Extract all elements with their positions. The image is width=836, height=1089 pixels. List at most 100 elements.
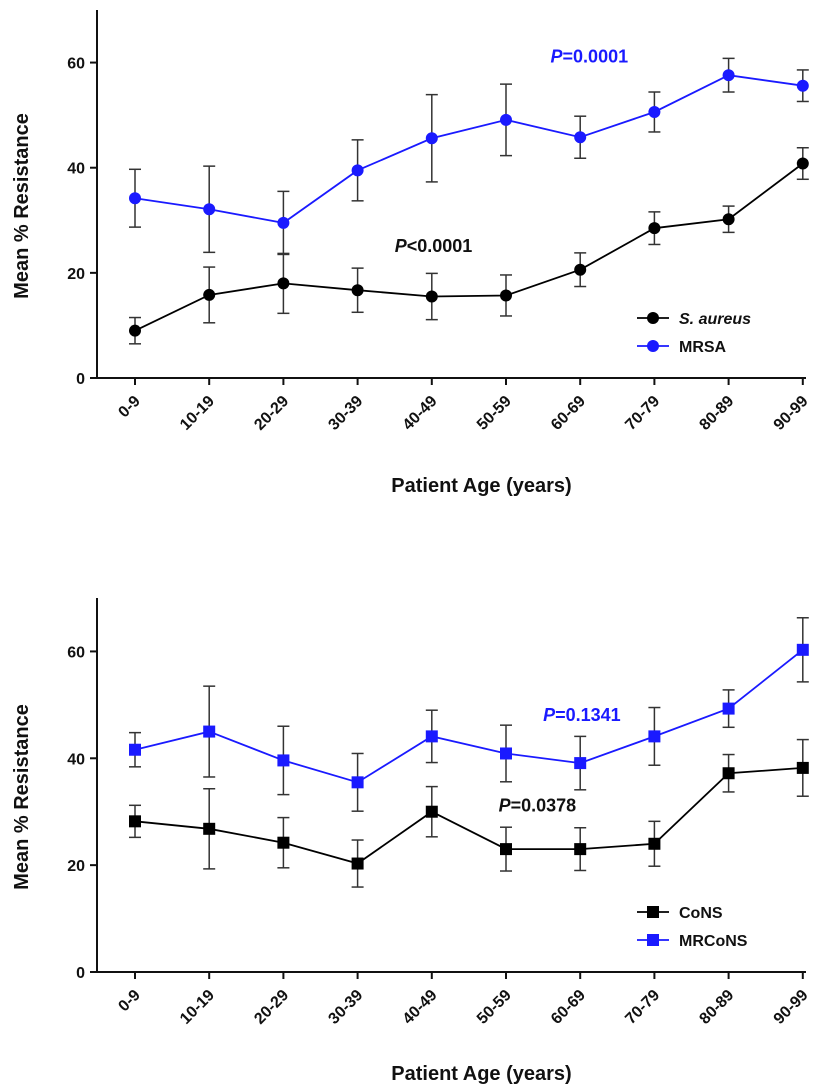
p-value-annotation: P=0.0001 xyxy=(551,47,629,67)
series-s-aureus xyxy=(129,146,809,345)
data-point xyxy=(129,743,141,756)
data-point xyxy=(203,203,216,216)
y-tick-label: 40 xyxy=(67,161,85,178)
y-tick-label: 60 xyxy=(67,56,85,73)
series-line xyxy=(134,767,803,865)
data-point xyxy=(500,843,512,856)
data-point xyxy=(722,69,735,82)
p-value: =0.1341 xyxy=(555,705,621,725)
p-value: =0.0001 xyxy=(563,47,629,67)
data-point xyxy=(129,324,141,337)
x-tick-label: 60-69 xyxy=(548,987,589,1028)
x-tick-label: 80-89 xyxy=(696,393,737,434)
data-point xyxy=(722,702,735,715)
p-value-annotation: P<0.0001 xyxy=(395,236,473,256)
data-point xyxy=(500,113,512,126)
legend-marker xyxy=(647,312,659,324)
series-line xyxy=(134,649,804,784)
x-tick-label: 20-29 xyxy=(251,987,292,1028)
x-tick-label: 20-29 xyxy=(251,393,292,434)
data-point xyxy=(796,643,809,656)
p-value-annotation: P=0.1341 xyxy=(543,705,621,725)
y-tick-label: 20 xyxy=(67,858,85,875)
x-tick-label: 50-59 xyxy=(474,393,515,434)
data-point xyxy=(425,730,438,743)
data-point xyxy=(425,132,438,145)
p-value: <0.0001 xyxy=(407,236,473,256)
p-letter: P xyxy=(551,47,564,67)
data-point xyxy=(277,836,290,849)
data-point xyxy=(129,815,141,828)
data-point xyxy=(203,822,216,835)
data-point xyxy=(500,747,512,760)
x-tick-label: 10-19 xyxy=(177,393,218,434)
p-value: =0.0378 xyxy=(511,796,577,816)
data-point xyxy=(500,289,512,302)
legend: CoNS MRCoNS xyxy=(637,905,748,950)
legend-label: S. aureus xyxy=(679,311,751,328)
y-tick-label: 20 xyxy=(67,266,85,283)
series-line xyxy=(134,162,804,332)
data-point xyxy=(796,761,809,774)
legend-marker xyxy=(647,340,659,352)
x-tick-label: 70-79 xyxy=(622,987,663,1028)
data-point xyxy=(574,757,587,770)
data-point xyxy=(425,805,438,818)
y-tick-label: 60 xyxy=(67,644,85,661)
data-point xyxy=(351,857,364,870)
data-point xyxy=(203,288,216,301)
y-axis-title: Mean % Resistance xyxy=(11,704,33,890)
p-letter: P xyxy=(499,796,512,816)
x-axis-title: Patient Age (years) xyxy=(391,1063,571,1085)
data-point xyxy=(351,164,364,177)
x-tick-label: 60-69 xyxy=(548,393,589,434)
legend-label: MRCoNS xyxy=(679,933,748,950)
data-point xyxy=(796,157,809,170)
data-point xyxy=(574,131,587,144)
data-point xyxy=(648,730,661,743)
p-letter: P xyxy=(543,705,556,725)
x-tick-label: 40-49 xyxy=(400,393,441,434)
data-point xyxy=(722,213,735,226)
y-tick-label: 0 xyxy=(76,965,85,982)
x-tick-label: 80-89 xyxy=(696,987,737,1028)
legend-marker xyxy=(647,934,659,946)
data-point xyxy=(351,776,364,789)
x-tick-label: 30-39 xyxy=(325,393,366,434)
legend-label: CoNS xyxy=(679,905,723,922)
x-tick-label: 0-9 xyxy=(115,393,143,421)
series-line xyxy=(134,74,803,224)
data-point xyxy=(648,222,661,235)
chart-panel-1: 0 20 40 60 0-9 10-19 20-29 30-39 40-49 50-59 60-69… xyxy=(11,10,812,497)
y-axis-title: Mean % Resistance xyxy=(11,113,33,299)
series-cons xyxy=(129,738,809,888)
data-point xyxy=(277,754,290,767)
series-mrsa xyxy=(129,57,809,256)
chart-panel-2: 0 20 40 60 0-9 10-19 20-29 30-39 40-49 50-59 60-69… xyxy=(11,598,812,1085)
data-point xyxy=(277,277,290,290)
p-value-annotation: P=0.0378 xyxy=(499,796,577,816)
x-tick-label: 40-49 xyxy=(400,987,441,1028)
x-tick-label: 30-39 xyxy=(325,987,366,1028)
x-tick-label: 10-19 xyxy=(177,987,218,1028)
legend: S. aureus MRSA xyxy=(637,311,751,356)
data-point xyxy=(574,843,587,856)
data-point xyxy=(796,79,809,92)
x-axis-title: Patient Age (years) xyxy=(391,475,571,497)
data-point xyxy=(203,725,216,738)
x-tick-label: 0-9 xyxy=(115,987,143,1015)
p-letter: P xyxy=(395,236,408,256)
x-tick-label: 90-99 xyxy=(771,393,812,434)
x-tick-label: 50-59 xyxy=(474,987,515,1028)
x-tick-label: 90-99 xyxy=(771,987,812,1028)
legend-label: MRSA xyxy=(679,339,727,356)
legend-marker xyxy=(647,906,659,918)
series-mrcons xyxy=(129,617,809,812)
data-point xyxy=(648,837,661,850)
data-point xyxy=(425,290,438,303)
data-point xyxy=(574,263,587,276)
data-point xyxy=(722,767,735,780)
x-tick-label: 70-79 xyxy=(622,393,663,434)
data-point xyxy=(129,192,141,205)
